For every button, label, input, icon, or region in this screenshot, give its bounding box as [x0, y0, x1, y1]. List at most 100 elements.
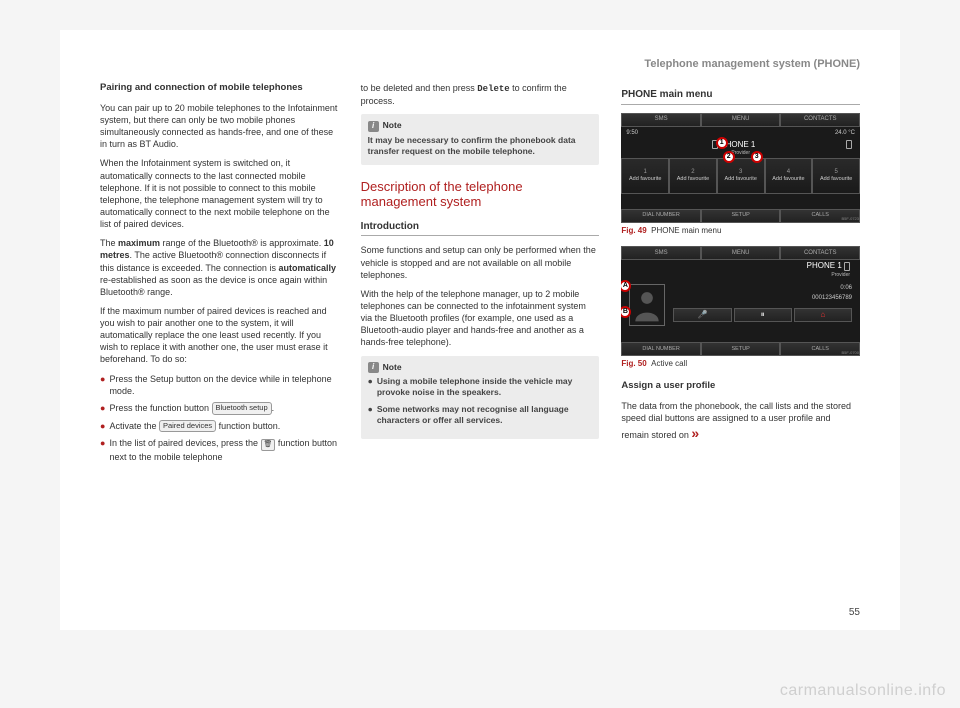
tab-setup[interactable]: SETUP	[701, 209, 781, 223]
bullet-text: Activate the Paired devices function but…	[109, 420, 280, 433]
fig49-caption: Fig. 49 PHONE main menu	[621, 226, 860, 237]
status-bar: 9:50 24.0 °C	[621, 127, 860, 139]
col3-subheading: Assign a user profile	[621, 380, 860, 393]
bullet-item: ● Press the Setup button on the device w…	[100, 373, 339, 397]
tab-contacts[interactable]: CONTACTS	[780, 246, 860, 260]
page-header: Telephone management system (PHONE)	[100, 58, 860, 70]
note-body: It may be necessary to confirm the phone…	[368, 135, 593, 158]
phone-icon	[846, 140, 852, 149]
fig-caption-text: PHONE main menu	[651, 226, 721, 235]
fav-label: Add favourite	[677, 176, 709, 183]
note-label: i Note	[368, 362, 593, 373]
bullet-icon: ●	[368, 376, 373, 399]
call-duration: 0:06	[673, 284, 852, 292]
bullet-text: In the list of paired devices, press the…	[109, 437, 338, 463]
bullet-item: ● Press the function button Bluetooth se…	[100, 402, 339, 415]
fav-slot[interactable]: 1Add favourite	[621, 158, 669, 194]
text: range of the Bluetooth® is approximate.	[160, 238, 324, 248]
avatar-wrap: A B	[629, 284, 665, 326]
avatar-icon	[633, 288, 661, 322]
tab-sms[interactable]: SMS	[621, 246, 701, 260]
bullet-text: Press the Setup button on the device whi…	[109, 373, 338, 397]
provider-text: Provider	[621, 272, 850, 279]
image-id: B5F-0700	[841, 350, 859, 355]
manual-page: Telephone management system (PHONE) Pair…	[60, 30, 900, 630]
col1-p3: The maximum range of the Bluetooth® is a…	[100, 237, 339, 298]
fav-label: Add favourite	[772, 176, 804, 183]
marker-3: 3	[751, 151, 763, 163]
mute-button[interactable]: 🎤	[673, 308, 731, 322]
image-id: B5F-0723	[841, 216, 859, 221]
fav-slot[interactable]: 3Add favourite	[717, 158, 765, 194]
bullet-icon: ●	[100, 437, 105, 463]
fav-slot[interactable]: 5Add favourite	[812, 158, 860, 194]
status-temp: 24.0 °C	[835, 130, 855, 136]
fav-num: 5	[834, 168, 837, 176]
page-wrapper: Telephone management system (PHONE) Pair…	[0, 0, 960, 708]
bullet-item: ● In the list of paired devices, press t…	[100, 437, 339, 463]
text: The	[100, 238, 118, 248]
note-label: i Note	[368, 120, 593, 131]
text: In the list of paired devices, press the	[109, 438, 260, 448]
fav-num: 1	[644, 168, 647, 176]
bottom-tabs: DIAL NUMBER SETUP CALLS	[621, 209, 860, 223]
note-bullet-text: Some networks may not recognise all lang…	[377, 404, 593, 427]
col3-p1: The data from the phonebook, the call li…	[621, 400, 860, 443]
status-right: 24.0 °C	[835, 129, 855, 137]
mono-text: Delete	[477, 84, 509, 94]
phone-title-text: PHONE 1	[807, 261, 842, 270]
fav-slot[interactable]: 4Add favourite	[765, 158, 813, 194]
note-label-text: Note	[383, 120, 402, 131]
col2-p1: to be deleted and then press Delete to c…	[361, 82, 600, 107]
fig-label: Fig. 50	[621, 359, 646, 368]
col2-p2: Some functions and setup can only be per…	[361, 244, 600, 280]
text: to be deleted and then press	[361, 83, 478, 93]
call-info-area: 0:06 000123456789 🎤 ⏸ ⌂	[673, 284, 852, 326]
call-area: A B 0:06 000123456789 🎤	[621, 280, 860, 330]
note-bullet: ● Using a mobile telephone inside the ve…	[368, 376, 593, 399]
note-box: i Note It may be necessary to confirm th…	[361, 114, 600, 164]
text: function button.	[216, 421, 280, 431]
fav-slot[interactable]: 2Add favourite	[669, 158, 717, 194]
fig-label: Fig. 49	[621, 226, 646, 235]
tab-dial[interactable]: DIAL NUMBER	[621, 342, 701, 356]
hold-button[interactable]: ⏸	[734, 308, 792, 322]
text: .	[272, 403, 275, 413]
fav-label: Add favourite	[724, 176, 756, 183]
bullet-text: Press the function button Bluetooth setu…	[109, 402, 274, 415]
tab-dial[interactable]: DIAL NUMBER	[621, 209, 701, 223]
info-icon: i	[368, 121, 379, 132]
column-2: to be deleted and then press Delete to c…	[361, 82, 600, 468]
col1-p2: When the Infotainment system is switched…	[100, 157, 339, 230]
tab-contacts[interactable]: CONTACTS	[780, 113, 860, 127]
hangup-button[interactable]: ⌂	[794, 308, 852, 322]
top-tabs: SMS MENU CONTACTS	[621, 246, 860, 260]
tab-menu[interactable]: MENU	[701, 246, 781, 260]
note-body: ● Using a mobile telephone inside the ve…	[368, 376, 593, 427]
watermark: carmanualsonline.info	[780, 682, 946, 700]
col1-p4: If the maximum number of paired devices …	[100, 305, 339, 366]
tab-setup[interactable]: SETUP	[701, 342, 781, 356]
tab-sms[interactable]: SMS	[621, 113, 701, 127]
text-bold: maximum	[118, 238, 160, 248]
top-tabs: SMS MENU CONTACTS	[621, 113, 860, 127]
call-buttons: 🎤 ⏸ ⌂	[673, 308, 852, 322]
trash-icon: 🗑	[261, 439, 276, 450]
bullet-icon: ●	[100, 373, 105, 397]
tab-menu[interactable]: MENU	[701, 113, 781, 127]
text: The data from the phonebook, the call li…	[621, 401, 851, 440]
bullet-icon: ●	[100, 402, 105, 415]
note-bullet-text: Using a mobile telephone inside the vehi…	[377, 376, 593, 399]
phone-screen-2: SMS MENU CONTACTS PHONE 1 Provider A	[621, 246, 860, 356]
column-1: Pairing and connection of mobile telepho…	[100, 82, 339, 468]
fig50-caption: Fig. 50 Active call	[621, 359, 860, 370]
favourites-row: 1Add favourite 2Add favourite 3Add favou…	[621, 158, 860, 194]
section-heading: Description of the telephone management …	[361, 179, 600, 210]
status-time: 9:50	[626, 129, 638, 137]
call-number: 000123456789	[673, 294, 852, 302]
col3-heading: PHONE main menu	[621, 88, 860, 105]
col1-heading: Pairing and connection of mobile telepho…	[100, 82, 339, 95]
text: re-established as soon as the device is …	[100, 275, 327, 297]
marker-1: 1	[716, 137, 728, 149]
phone-icon	[844, 262, 850, 271]
